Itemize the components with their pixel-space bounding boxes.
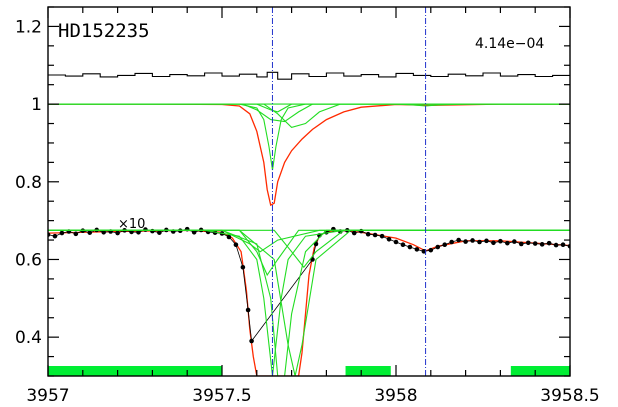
data-point-50 — [435, 244, 441, 250]
series-component-lower-12 — [48, 229, 570, 277]
x-tick-label: 3958.5 — [540, 386, 599, 406]
data-point-55 — [470, 238, 475, 243]
series-model-upper-1 — [48, 103, 570, 207]
series-residual-0 — [48, 71, 570, 80]
data-point-62 — [518, 241, 524, 247]
data-point-30 — [249, 338, 254, 344]
scale-multiplier-label: ×10 — [118, 217, 145, 232]
series-component-3 — [48, 103, 570, 123]
series-component-5 — [48, 103, 570, 113]
data-point-16 — [157, 230, 162, 235]
data-point-52 — [449, 239, 454, 245]
y-tick-labels: 0.4 0.6 0.8 1 1.2 — [15, 17, 42, 348]
fit-band-0 — [48, 366, 222, 376]
data-point-10 — [115, 230, 120, 236]
data-point-46 — [407, 244, 413, 250]
data-point-59 — [498, 238, 503, 244]
data-point-64 — [532, 241, 538, 246]
data-point-26 — [226, 234, 232, 240]
data-point-49 — [428, 247, 434, 253]
x-tick-label: 3958 — [374, 386, 417, 406]
data-point-44 — [393, 239, 399, 245]
data-point-39 — [358, 228, 364, 234]
series-data-8 — [48, 228, 570, 343]
data-point-1 — [52, 233, 58, 239]
data-point-28 — [240, 264, 246, 270]
x-tick-label: 3957 — [26, 386, 69, 406]
data-point-58 — [491, 240, 496, 246]
data-point-41 — [372, 232, 378, 238]
data-point-53 — [456, 237, 461, 243]
series-component-lower-9 — [48, 229, 570, 376]
data-point-21 — [191, 229, 197, 235]
data-point-38 — [351, 230, 357, 236]
data-point-6 — [87, 230, 93, 235]
data-point-61 — [512, 239, 517, 244]
data-point-56 — [477, 239, 482, 245]
fit-band-2 — [510, 366, 570, 376]
series-component-4 — [48, 103, 570, 129]
value-annotation: 4.14e−04 — [475, 36, 544, 52]
series-layer — [48, 71, 570, 376]
series-component-lower-11 — [48, 229, 570, 376]
star-name-label: HD152235 — [58, 20, 150, 42]
y-tick-label: 0.8 — [15, 173, 42, 193]
data-point-42 — [379, 233, 385, 239]
data-point-15 — [150, 228, 155, 234]
data-point-27 — [233, 242, 239, 248]
data-point-29 — [245, 307, 251, 313]
data-point-13 — [136, 229, 141, 235]
data-point-63 — [525, 240, 531, 246]
y-tick-label: 1 — [31, 95, 42, 115]
plot-frame — [47, 6, 571, 377]
series-component-2 — [48, 103, 570, 171]
data-point-8 — [101, 229, 106, 235]
data-point-66 — [546, 240, 552, 246]
data-point-40 — [365, 231, 371, 237]
data-point-48 — [421, 249, 427, 254]
axis-ticks — [47, 6, 571, 377]
data-point-4 — [73, 231, 79, 237]
data-point-67 — [553, 242, 559, 248]
data-point-54 — [463, 239, 468, 244]
data-point-47 — [414, 247, 420, 252]
x-tick-labels: 3957 3957.5 3958 3958.5 — [26, 386, 599, 406]
y-tick-label: 0.4 — [15, 328, 42, 348]
fit-band-1 — [345, 366, 391, 376]
data-point-45 — [400, 242, 406, 248]
data-point-2 — [59, 230, 65, 236]
fit-region-bands — [48, 366, 570, 376]
data-point-68 — [560, 242, 566, 248]
data-point-51 — [442, 242, 448, 248]
data-point-57 — [484, 238, 489, 244]
series-component-lower-14 — [48, 229, 570, 269]
y-tick-label: 1.2 — [15, 17, 42, 37]
data-point-65 — [539, 242, 545, 247]
series-component-lower-10 — [48, 229, 570, 376]
x-tick-label: 3957.5 — [192, 386, 251, 406]
data-point-60 — [505, 240, 510, 246]
vertical-markers — [271, 7, 427, 376]
y-tick-label: 0.6 — [15, 250, 42, 270]
data-point-43 — [386, 236, 392, 242]
